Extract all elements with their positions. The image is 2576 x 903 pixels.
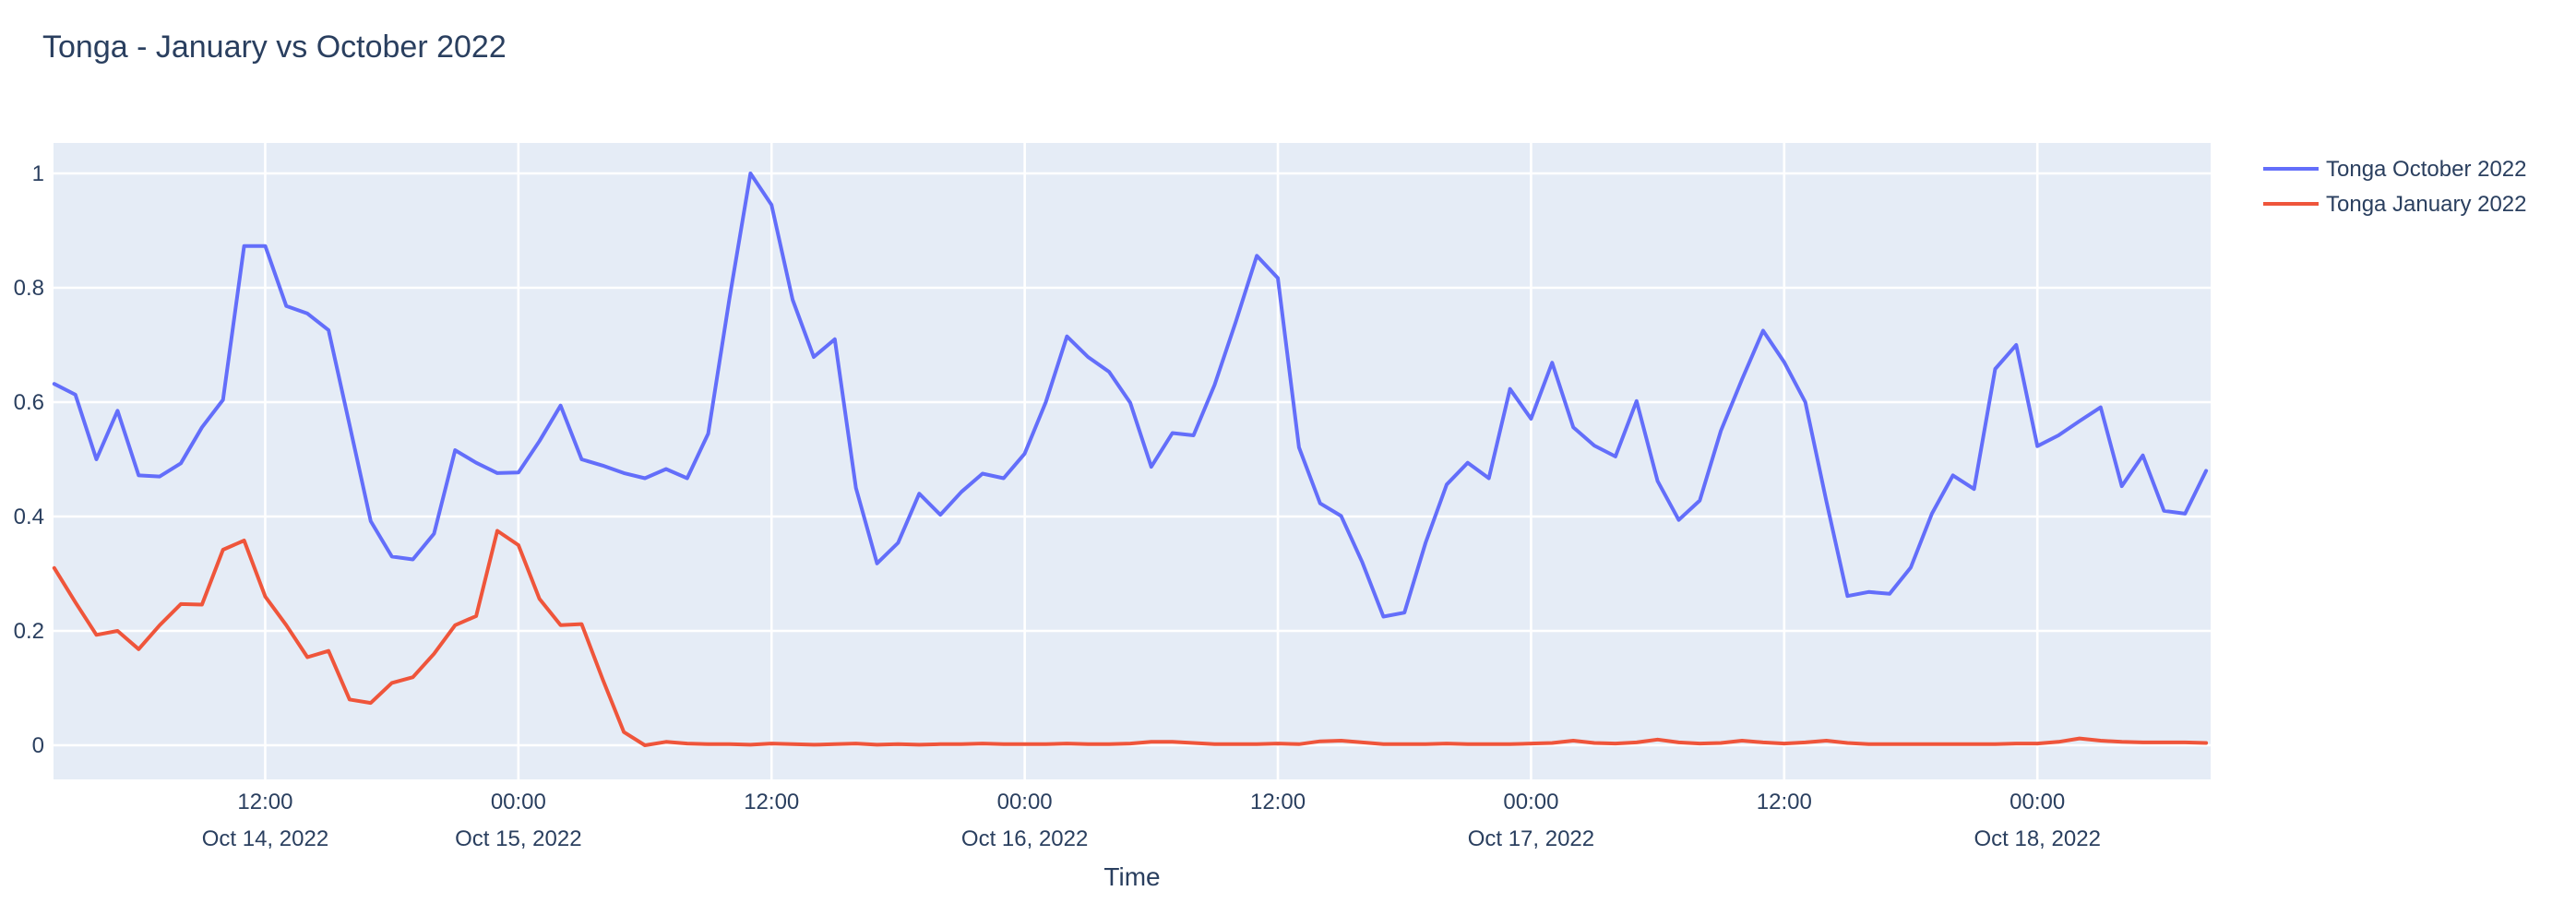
x-tick-time-12:00: 12:00 — [744, 790, 799, 814]
y-tick-0.8: 0.8 — [14, 276, 44, 301]
x-tick-date: Oct 14, 2022 — [202, 826, 328, 851]
x-tick-date: Oct 18, 2022 — [1974, 826, 2100, 851]
y-tick-0.4: 0.4 — [14, 505, 44, 529]
y-tick-0: 0 — [32, 733, 44, 758]
chart-title: Tonga - January vs October 2022 — [42, 30, 507, 65]
y-tick-0.2: 0.2 — [14, 619, 44, 644]
x-axis-tick-labels: 12:00 Oct 14, 2022 00:00 Oct 15, 2022 12:00 0… — [202, 790, 2101, 851]
x-tick-date: Oct 16, 2022 — [961, 826, 1088, 851]
x-tick-time-12:00: 12:00 — [237, 790, 292, 814]
y-tick-1: 1 — [32, 161, 44, 186]
plot-area[interactable] — [54, 143, 2211, 779]
vertical-gridlines — [264, 143, 2039, 779]
x-axis-title: Time — [1103, 862, 1160, 891]
x-tick-date: Oct 15, 2022 — [455, 826, 581, 851]
x-tick-time-12:00: 12:00 — [1250, 790, 1306, 814]
legend-label-october: Tonga October 2022 — [2326, 157, 2527, 182]
horizontal-gridlines — [54, 172, 2211, 747]
x-tick-time-00:00: 00:00 — [491, 790, 546, 814]
x-tick-time-12:00: 12:00 — [1757, 790, 1812, 814]
x-tick-time-00:00: 00:00 — [997, 790, 1053, 814]
x-tick-time-00:00: 00:00 — [1503, 790, 1558, 814]
y-tick-0.6: 0.6 — [14, 390, 44, 415]
legend: Tonga October 2022 Tonga January 2022 — [2263, 157, 2527, 217]
x-tick-time-00:00: 00:00 — [2010, 790, 2065, 814]
legend-label-january: Tonga January 2022 — [2326, 192, 2527, 217]
series-line-tonga-january-2022[interactable] — [52, 529, 2209, 747]
y-axis-tick-labels: 0 0.2 0.4 0.6 0.8 1 — [14, 161, 44, 758]
legend-item-tonga-january-2022[interactable]: Tonga January 2022 — [2263, 192, 2527, 217]
series-line-tonga-october-2022[interactable] — [52, 172, 2209, 619]
x-tick-date: Oct 17, 2022 — [1468, 826, 1594, 851]
legend-item-tonga-october-2022[interactable]: Tonga October 2022 — [2263, 157, 2527, 182]
